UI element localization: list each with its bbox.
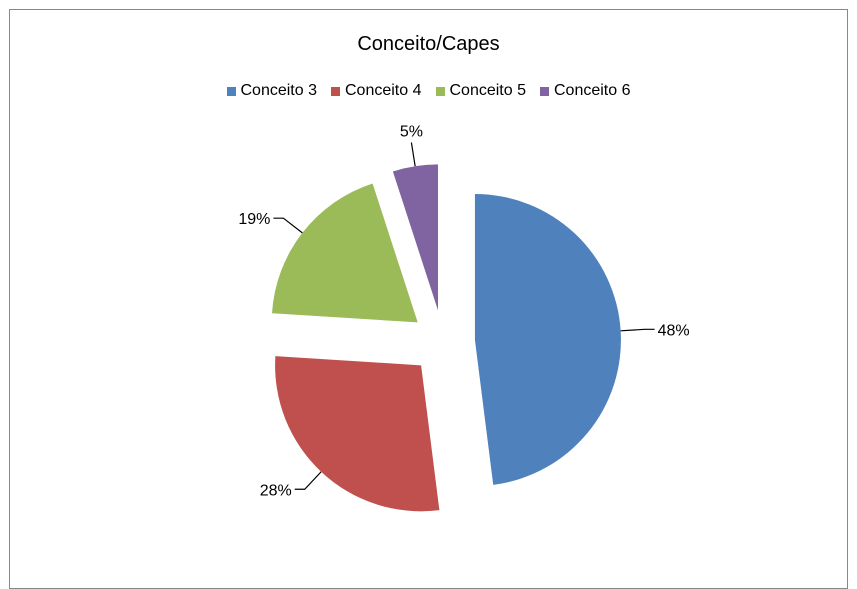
- legend-swatch: [540, 86, 549, 96]
- legend-label: Conceito 4: [345, 82, 422, 99]
- pie-slice-conceito-4: [275, 356, 440, 512]
- legend-swatch: [331, 86, 340, 96]
- legend-item-conceito-3: Conceito 3: [226, 82, 318, 100]
- leader-line: [410, 142, 416, 167]
- leader-line: [620, 328, 655, 332]
- data-label: 28%: [260, 482, 292, 499]
- pie-slice-conceito-5: [272, 183, 418, 323]
- legend-label: Conceito 5: [449, 82, 527, 99]
- legend-swatch: [435, 86, 445, 96]
- chart-legend: Conceito 3 Conceito 4 Conceito 5 Conceit…: [0, 82, 857, 100]
- legend-label: Conceito 6: [554, 82, 631, 99]
- data-label: 19%: [238, 211, 270, 228]
- pie-slice-conceito-6: [392, 164, 438, 311]
- legend-item-conceito-6: Conceito 6: [540, 82, 631, 100]
- legend-item-conceito-4: Conceito 4: [331, 82, 422, 100]
- legend-label: Conceito 3: [240, 82, 318, 99]
- legend-swatch: [226, 86, 236, 96]
- data-label: 48%: [658, 322, 690, 339]
- data-label: 5%: [400, 123, 423, 140]
- pie-slice-conceito-3: [474, 193, 621, 485]
- legend-item-conceito-5: Conceito 5: [435, 82, 527, 100]
- leader-line: [294, 471, 322, 490]
- leader-line: [273, 217, 303, 234]
- chart-title: Conceito/Capes: [357, 33, 500, 55]
